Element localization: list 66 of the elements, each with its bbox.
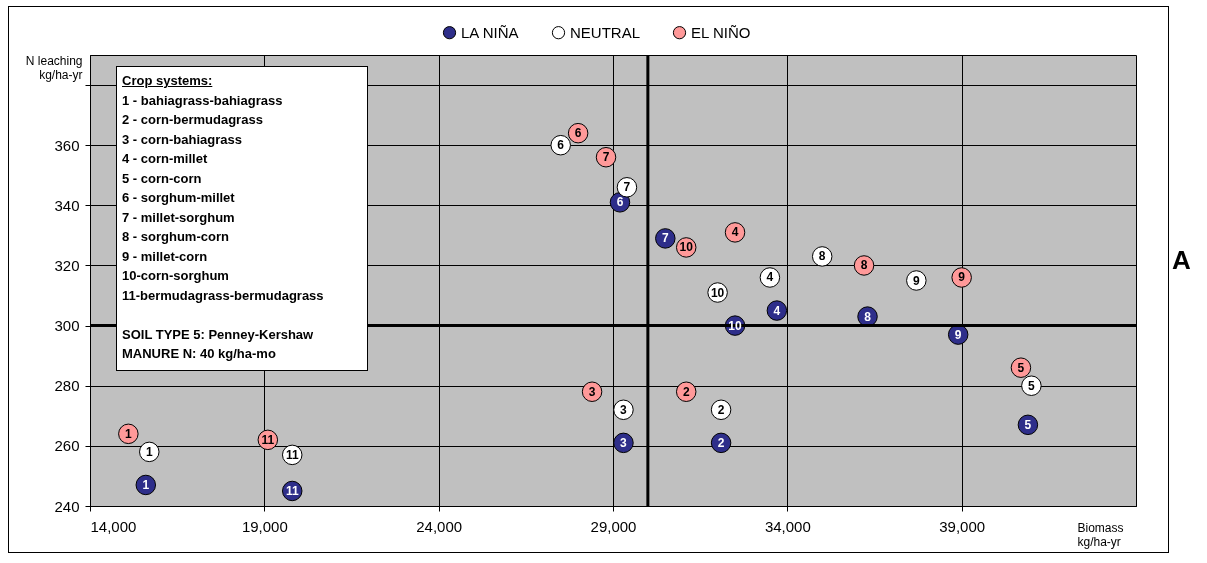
annotation: 8 bbox=[860, 258, 868, 273]
y-tick-label: 300 bbox=[54, 317, 80, 335]
annotation: SOIL TYPE 5: Penney-Kershaw bbox=[122, 325, 315, 344]
annotation: 8 bbox=[864, 309, 872, 324]
x-axis-title: Biomass kg/ha-yr bbox=[1077, 520, 1124, 549]
annotation: 1 bbox=[125, 426, 133, 441]
annotation: 5 - corn-corn bbox=[122, 169, 203, 188]
annotation: 11 bbox=[261, 432, 275, 447]
annotation: 5 bbox=[1028, 378, 1036, 393]
y-tick-label: 240 bbox=[54, 497, 80, 515]
y-tick-label: 340 bbox=[54, 196, 80, 214]
annotation: MANURE N: 40 kg/ha-mo bbox=[122, 345, 277, 363]
annotation: 3 - corn-bahiagrass bbox=[122, 130, 243, 149]
annotation: Crop systems: bbox=[122, 72, 214, 90]
annotation: 3 bbox=[588, 384, 596, 399]
annotation: 2 bbox=[717, 435, 725, 450]
y-axis-title: N leaching kg/ha-yr bbox=[25, 53, 83, 82]
x-tick-label: 14,000 bbox=[90, 517, 137, 535]
annotation: 2 bbox=[717, 402, 725, 417]
annotation: 7 bbox=[602, 150, 610, 165]
annotation: 1 - bahiagrass-bahiagrass bbox=[122, 91, 284, 110]
x-tick-label: 29,000 bbox=[590, 517, 637, 535]
annotation: 9 bbox=[958, 270, 966, 285]
annotation: 6 bbox=[557, 138, 565, 153]
text: A bbox=[1172, 245, 1191, 276]
annotation: 10 bbox=[728, 318, 743, 333]
annotation: 8 - sorghum-corn bbox=[122, 228, 230, 246]
annotation: 4 - corn-millet bbox=[122, 150, 209, 168]
annotation: 6 - sorghum-millet bbox=[122, 189, 236, 207]
annotation: 2 bbox=[682, 384, 690, 399]
y-tick-label: 260 bbox=[54, 437, 80, 455]
annotation: 6 bbox=[574, 126, 582, 141]
annotation: 6 bbox=[616, 195, 624, 210]
annotation: 4 bbox=[731, 225, 739, 240]
y-tick-label: 360 bbox=[54, 136, 80, 154]
x-tick-label: 24,000 bbox=[416, 517, 463, 535]
annotation: 4 bbox=[766, 270, 774, 285]
annotation: 3 bbox=[620, 435, 628, 450]
annotation: 9 bbox=[954, 327, 962, 342]
annotation: 10 bbox=[679, 240, 694, 255]
annotation: 7 - millet-sorghum bbox=[122, 208, 236, 227]
annotation: 5 bbox=[1017, 360, 1025, 375]
legend-label: EL NIÑO bbox=[691, 23, 751, 41]
annotation: 5 bbox=[1024, 417, 1032, 432]
annotation: 1 bbox=[145, 444, 153, 459]
y-tick-label: 280 bbox=[54, 377, 80, 395]
x-tick-label: 34,000 bbox=[764, 517, 811, 535]
annotation: 11-bermudagrass-bermudagrass bbox=[122, 286, 325, 305]
x-tick-label: 39,000 bbox=[939, 517, 986, 535]
annotation: 4 bbox=[773, 303, 781, 318]
annotation: 7 bbox=[623, 180, 631, 195]
annotation: 7 bbox=[661, 231, 669, 246]
annotation: 11 bbox=[285, 447, 299, 462]
annotation: 3 bbox=[620, 402, 628, 417]
annotation: 1 bbox=[142, 477, 150, 492]
annotation: 9 bbox=[913, 273, 920, 288]
annotation: 11 bbox=[285, 483, 299, 498]
legend-label: NEUTRAL bbox=[570, 23, 641, 41]
annotation: 10 bbox=[710, 285, 725, 300]
y-tick-label: 320 bbox=[54, 256, 80, 274]
x-tick-label: 19,000 bbox=[241, 517, 288, 535]
annotation: 10-corn-sorghum bbox=[122, 267, 230, 285]
legend-label: LA NIÑA bbox=[461, 23, 519, 41]
annotation: 2 - corn-bermudagrass bbox=[122, 111, 264, 129]
annotation: 9 - millet-corn bbox=[122, 247, 209, 266]
annotation: 8 bbox=[818, 249, 826, 264]
